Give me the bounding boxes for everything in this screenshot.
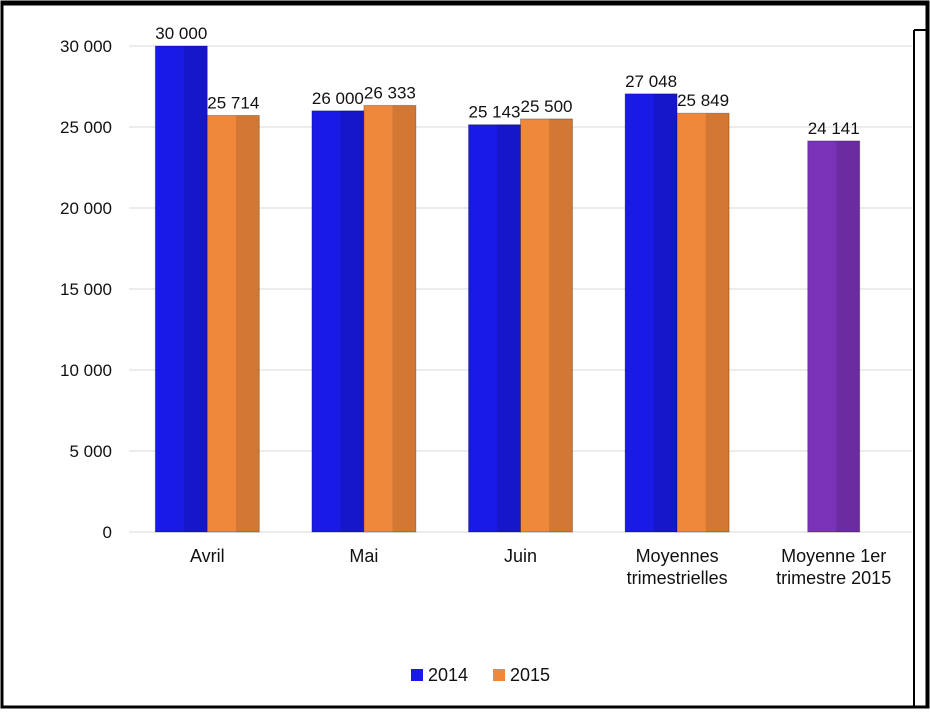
data-label: 25 500	[521, 97, 573, 116]
bar-shade	[705, 113, 730, 532]
bar	[311, 110, 365, 533]
y-tick-label: 30 000	[60, 37, 112, 56]
bar	[520, 118, 573, 533]
bar	[154, 45, 208, 533]
legend-swatch	[411, 669, 423, 681]
bar	[676, 112, 730, 533]
x-tick-label: Juin	[504, 546, 537, 566]
data-label: 25 143	[469, 103, 521, 122]
y-tick-label: 0	[103, 523, 112, 542]
bar-shade	[549, 118, 573, 533]
bar	[206, 114, 260, 533]
data-label: 30 000	[155, 24, 207, 43]
bars	[154, 45, 861, 533]
data-label: 27 048	[625, 72, 677, 91]
bar-shade	[653, 93, 678, 533]
legend-label: 2014	[428, 665, 468, 685]
y-tick-label: 20 000	[60, 199, 112, 218]
y-axis-tick-labels: 0 5 000 10 000 15 000 20 000 25 000 30 000	[60, 37, 112, 542]
bar	[807, 140, 861, 533]
x-tick-label: Moyennes	[636, 546, 719, 566]
x-tick-label: trimestre 2015	[776, 568, 891, 588]
data-label: 25 849	[677, 91, 729, 110]
x-tick-label: Mai	[349, 546, 378, 566]
y-tick-label: 25 000	[60, 118, 112, 137]
legend: 2014 2015	[411, 665, 550, 685]
bar-shade	[235, 115, 260, 532]
bar-shade	[340, 110, 364, 533]
data-label: 25 714	[207, 93, 259, 112]
bar	[624, 93, 678, 533]
y-tick-label: 10 000	[60, 361, 112, 380]
data-label: 26 333	[364, 83, 416, 102]
data-labels: 30 000 25 714 26 000 26 333 25 143 25 500 27 0…	[155, 24, 859, 138]
bar	[363, 104, 417, 533]
bar	[468, 124, 521, 533]
data-label: 26 000	[312, 89, 364, 108]
y-tick-label: 5 000	[69, 442, 112, 461]
legend-label: 2015	[510, 665, 550, 685]
legend-swatch	[493, 669, 505, 681]
bar-shade	[497, 124, 521, 532]
y-tick-label: 15 000	[60, 280, 112, 299]
bar-shade	[392, 105, 416, 533]
x-tick-label: trimestrielles	[627, 568, 728, 588]
bar-shade	[183, 46, 208, 532]
plot-area-right-edge	[912, 6, 928, 705]
bar-shade	[836, 140, 860, 532]
x-tick-label: Moyenne 1er	[781, 546, 886, 566]
data-label: 24 141	[808, 119, 860, 138]
x-tick-label: Avril	[190, 546, 225, 566]
